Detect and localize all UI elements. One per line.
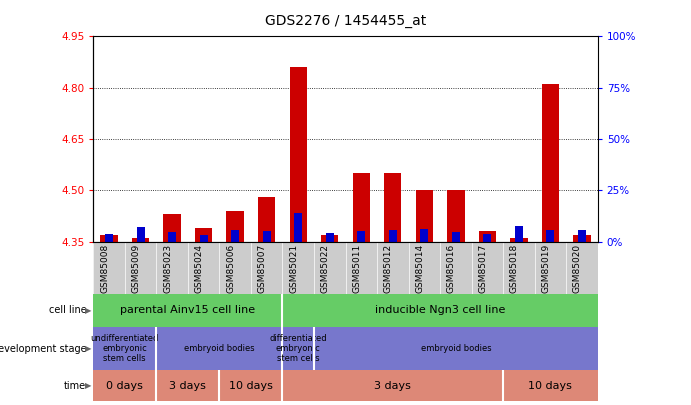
Text: 0 days: 0 days (106, 381, 143, 391)
Text: GSM85011: GSM85011 (352, 244, 361, 294)
Bar (357, 231, 366, 241)
Text: GSM85008: GSM85008 (100, 244, 109, 294)
Bar (156, 326, 283, 371)
Bar (93, 371, 156, 401)
Text: GSM85022: GSM85022 (321, 244, 330, 293)
Text: ▶: ▶ (86, 344, 92, 353)
Bar (389, 230, 397, 241)
Text: time: time (64, 381, 86, 391)
Bar (515, 226, 523, 241)
Text: 3 days: 3 days (375, 381, 411, 391)
Bar (105, 234, 113, 241)
Bar (352, 173, 370, 241)
Bar (479, 231, 496, 241)
Text: embryoid bodies: embryoid bodies (184, 344, 255, 353)
Text: GSM85006: GSM85006 (226, 244, 235, 294)
Text: GSM85014: GSM85014 (415, 244, 424, 293)
Text: inducible Ngn3 cell line: inducible Ngn3 cell line (375, 305, 505, 315)
Text: GSM85007: GSM85007 (258, 244, 267, 294)
Bar (283, 326, 314, 371)
Text: 10 days: 10 days (229, 381, 273, 391)
Text: parental Ainv15 cell line: parental Ainv15 cell line (120, 305, 256, 315)
Bar (578, 230, 586, 241)
Bar (164, 214, 181, 241)
Text: GSM85019: GSM85019 (542, 244, 551, 294)
Bar (294, 213, 302, 241)
Bar (452, 232, 460, 241)
Text: cell line: cell line (48, 305, 86, 315)
Bar (314, 326, 598, 371)
Bar (547, 230, 554, 241)
Text: GSM85012: GSM85012 (384, 244, 392, 293)
Text: ▶: ▶ (86, 381, 92, 390)
Text: GSM85016: GSM85016 (447, 244, 456, 294)
Bar (132, 238, 149, 241)
Bar (447, 190, 464, 241)
Bar (220, 371, 283, 401)
Text: GSM85017: GSM85017 (478, 244, 487, 294)
Bar (168, 232, 176, 241)
Text: GSM85020: GSM85020 (573, 244, 582, 293)
Bar (325, 233, 334, 241)
Text: GSM85021: GSM85021 (290, 244, 299, 293)
Text: differentiated
embryonic
stem cells: differentiated embryonic stem cells (269, 334, 327, 363)
Bar (100, 235, 117, 241)
Bar (420, 229, 428, 241)
Bar (416, 190, 433, 241)
Bar (137, 227, 144, 241)
Bar (384, 173, 401, 241)
Bar (227, 211, 244, 241)
Text: 10 days: 10 days (529, 381, 572, 391)
Bar (290, 67, 307, 241)
Text: 3 days: 3 days (169, 381, 207, 391)
Bar (283, 294, 598, 326)
Bar (283, 371, 503, 401)
Bar (93, 294, 283, 326)
Bar (200, 235, 207, 241)
Text: undifferentiated
embryonic
stem cells: undifferentiated embryonic stem cells (91, 334, 159, 363)
Bar (542, 84, 559, 241)
Text: development stage: development stage (0, 343, 86, 354)
Text: GSM85023: GSM85023 (163, 244, 172, 293)
Text: embryoid bodies: embryoid bodies (421, 344, 491, 353)
Text: ▶: ▶ (86, 306, 92, 315)
Bar (321, 235, 339, 241)
Bar (156, 371, 220, 401)
Text: GSM85024: GSM85024 (195, 244, 204, 293)
Bar (510, 238, 527, 241)
Bar (263, 231, 271, 241)
Bar (484, 234, 491, 241)
Text: GSM85018: GSM85018 (510, 244, 519, 294)
Text: GSM85009: GSM85009 (131, 244, 140, 294)
Bar (231, 230, 239, 241)
Bar (93, 326, 156, 371)
Text: GDS2276 / 1454455_at: GDS2276 / 1454455_at (265, 14, 426, 28)
Bar (195, 228, 212, 241)
Bar (503, 371, 598, 401)
Bar (574, 235, 591, 241)
Bar (258, 197, 275, 241)
